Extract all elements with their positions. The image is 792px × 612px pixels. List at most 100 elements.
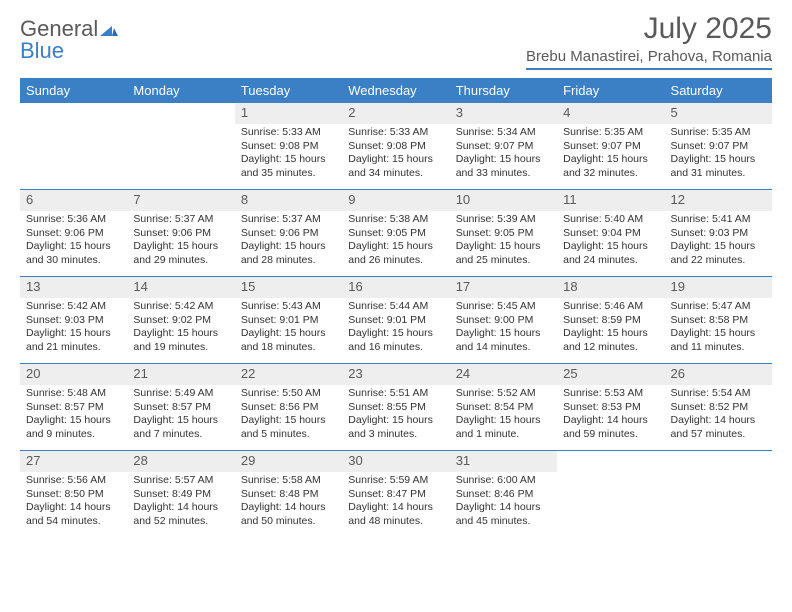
page-title: July 2025 — [526, 12, 772, 46]
sunrise-text: Sunrise: 5:52 AM — [456, 387, 551, 401]
calendar-cell: 17Sunrise: 5:45 AMSunset: 9:00 PMDayligh… — [450, 277, 557, 363]
calendar-week: 20Sunrise: 5:48 AMSunset: 8:57 PMDayligh… — [20, 364, 772, 451]
calendar-cell: 9Sunrise: 5:38 AMSunset: 9:05 PMDaylight… — [342, 190, 449, 276]
calendar-cell: 12Sunrise: 5:41 AMSunset: 9:03 PMDayligh… — [665, 190, 772, 276]
day-number: 10 — [450, 190, 557, 211]
day-number: 13 — [20, 277, 127, 298]
sunset-text: Sunset: 9:07 PM — [671, 140, 766, 154]
header: General Blue July 2025 Brebu Manastirei,… — [20, 12, 772, 70]
daylight-line1: Daylight: 15 hours — [241, 153, 336, 167]
daylight-line2: and 14 minutes. — [456, 341, 551, 355]
sunset-text: Sunset: 9:03 PM — [671, 227, 766, 241]
logo-icon — [100, 18, 118, 40]
day-body: Sunrise: 5:33 AMSunset: 9:08 PMDaylight:… — [342, 124, 449, 185]
daylight-line1: Daylight: 15 hours — [133, 240, 228, 254]
day-body: Sunrise: 5:45 AMSunset: 9:00 PMDaylight:… — [450, 298, 557, 359]
day-body: Sunrise: 5:59 AMSunset: 8:47 PMDaylight:… — [342, 472, 449, 533]
calendar-body: 1Sunrise: 5:33 AMSunset: 9:08 PMDaylight… — [20, 103, 772, 537]
daylight-line1: Daylight: 15 hours — [348, 327, 443, 341]
day-number: 11 — [557, 190, 664, 211]
daylight-line1: Daylight: 15 hours — [671, 240, 766, 254]
calendar-week: 1Sunrise: 5:33 AMSunset: 9:08 PMDaylight… — [20, 103, 772, 190]
sunset-text: Sunset: 8:46 PM — [456, 488, 551, 502]
daylight-line1: Daylight: 15 hours — [348, 240, 443, 254]
day-body: Sunrise: 5:50 AMSunset: 8:56 PMDaylight:… — [235, 385, 342, 446]
calendar-week: 13Sunrise: 5:42 AMSunset: 9:03 PMDayligh… — [20, 277, 772, 364]
calendar-cell: 16 Sunrise: 5:44 AMSunset: 9:01 PMDayligh… — [342, 277, 449, 363]
day-number: 8 — [235, 190, 342, 211]
day-body: Sunrise: 5:35 AMSunset: 9:07 PMDaylight:… — [557, 124, 664, 185]
day-number: 1 — [235, 103, 342, 124]
sunrise-text: Sunrise: 5:42 AM — [133, 300, 228, 314]
sunset-text: Sunset: 9:06 PM — [241, 227, 336, 241]
sunset-text: Sunset: 8:55 PM — [348, 401, 443, 415]
daylight-line2: and 1 minute. — [456, 428, 551, 442]
sunset-text: Sunset: 8:48 PM — [241, 488, 336, 502]
sunrise-text: Sunrise: 5:33 AM — [241, 126, 336, 140]
daylight-line1: Daylight: 15 hours — [241, 414, 336, 428]
sunrise-text: Sunrise: 5:36 AM — [26, 213, 121, 227]
sunset-text: Sunset: 8:52 PM — [671, 401, 766, 415]
day-body: Sunrise: 5:51 AMSunset: 8:55 PMDaylight:… — [342, 385, 449, 446]
sunset-text: Sunset: 9:04 PM — [563, 227, 658, 241]
daylight-line1: Daylight: 15 hours — [456, 153, 551, 167]
daylight-line2: and 50 minutes. — [241, 515, 336, 529]
daylight-line2: and 5 minutes. — [241, 428, 336, 442]
sunrise-text: Sunrise: 5:47 AM — [671, 300, 766, 314]
sunrise-text: Sunrise: 5:44 AM — [348, 300, 443, 314]
daylight-line2: and 9 minutes. — [26, 428, 121, 442]
day-body: Sunrise: 5:35 AMSunset: 9:07 PMDaylight:… — [665, 124, 772, 185]
day-number: 31 — [450, 451, 557, 472]
sunset-text: Sunset: 8:54 PM — [456, 401, 551, 415]
daylight-line1: Daylight: 14 hours — [563, 414, 658, 428]
day-number: 16 — [342, 277, 449, 298]
daylight-line1: Daylight: 14 hours — [133, 501, 228, 515]
day-number: 3 — [450, 103, 557, 124]
day-body: Sunrise: 5:57 AMSunset: 8:49 PMDaylight:… — [127, 472, 234, 533]
daylight-line1: Daylight: 15 hours — [671, 327, 766, 341]
sunset-text: Sunset: 9:07 PM — [563, 140, 658, 154]
day-number: 30 — [342, 451, 449, 472]
daylight-line1: Daylight: 15 hours — [241, 240, 336, 254]
sunrise-text: Sunrise: 5:34 AM — [456, 126, 551, 140]
daylight-line2: and 35 minutes. — [241, 167, 336, 181]
calendar-cell: 30Sunrise: 5:59 AMSunset: 8:47 PMDayligh… — [342, 451, 449, 537]
daylight-line2: and 25 minutes. — [456, 254, 551, 268]
daylight-line2: and 16 minutes. — [348, 341, 443, 355]
day-number: 12 — [665, 190, 772, 211]
sunrise-text: Sunrise: 5:56 AM — [26, 474, 121, 488]
calendar-cell: 18Sunrise: 5:46 AMSunset: 8:59 PMDayligh… — [557, 277, 664, 363]
calendar-cell: 29Sunrise: 5:58 AMSunset: 8:48 PMDayligh… — [235, 451, 342, 537]
sunset-text: Sunset: 9:01 PM — [348, 314, 443, 328]
sunset-text: Sunset: 8:58 PM — [671, 314, 766, 328]
daylight-line2: and 54 minutes. — [26, 515, 121, 529]
day-number: 23 — [342, 364, 449, 385]
calendar-cell: 1Sunrise: 5:33 AMSunset: 9:08 PMDaylight… — [235, 103, 342, 189]
day-body: Sunrise: 5:48 AMSunset: 8:57 PMDaylight:… — [20, 385, 127, 446]
title-block: July 2025 Brebu Manastirei, Prahova, Rom… — [526, 12, 772, 70]
sunrise-text: Sunrise: 5:43 AM — [241, 300, 336, 314]
sunset-text: Sunset: 9:05 PM — [456, 227, 551, 241]
calendar-week: 27Sunrise: 5:56 AMSunset: 8:50 PMDayligh… — [20, 451, 772, 537]
sunrise-text: Sunrise: 5:51 AM — [348, 387, 443, 401]
sunrise-text: Sunrise: 6:00 AM — [456, 474, 551, 488]
weekday-header: Thursday — [450, 78, 557, 103]
daylight-line1: Daylight: 15 hours — [456, 414, 551, 428]
day-body: Sunrise: 5:33 AMSunset: 9:08 PMDaylight:… — [235, 124, 342, 185]
calendar-cell: 11Sunrise: 5:40 AMSunset: 9:04 PMDayligh… — [557, 190, 664, 276]
calendar-cell: 13Sunrise: 5:42 AMSunset: 9:03 PMDayligh… — [20, 277, 127, 363]
day-number: 22 — [235, 364, 342, 385]
calendar: SundayMondayTuesdayWednesdayThursdayFrid… — [20, 78, 772, 537]
daylight-line2: and 21 minutes. — [26, 341, 121, 355]
day-body: Sunrise: 5:39 AMSunset: 9:05 PMDaylight:… — [450, 211, 557, 272]
weekday-header: Wednesday — [342, 78, 449, 103]
sunset-text: Sunset: 8:50 PM — [26, 488, 121, 502]
daylight-line2: and 30 minutes. — [26, 254, 121, 268]
sunrise-text: Sunrise: 5:54 AM — [671, 387, 766, 401]
day-number: 28 — [127, 451, 234, 472]
day-body: Sunrise: 6:00 AMSunset: 8:46 PMDaylight:… — [450, 472, 557, 533]
daylight-line1: Daylight: 15 hours — [133, 327, 228, 341]
sunset-text: Sunset: 9:08 PM — [348, 140, 443, 154]
calendar-cell — [127, 103, 234, 189]
daylight-line2: and 12 minutes. — [563, 341, 658, 355]
